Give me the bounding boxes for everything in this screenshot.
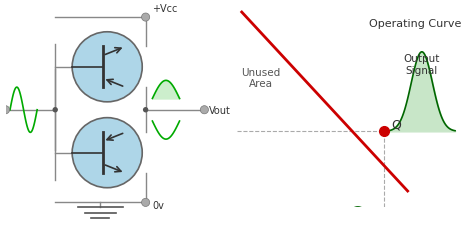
Text: Vout: Vout	[209, 105, 231, 115]
Circle shape	[142, 14, 150, 22]
Circle shape	[201, 106, 209, 114]
Text: +Vcc: +Vcc	[153, 4, 178, 13]
Text: Q: Q	[391, 118, 401, 131]
Circle shape	[72, 33, 142, 102]
Circle shape	[1, 106, 9, 114]
Text: 0v: 0v	[153, 200, 164, 210]
Circle shape	[142, 198, 150, 207]
Text: Operating Curve: Operating Curve	[369, 19, 461, 29]
Circle shape	[53, 108, 58, 113]
Circle shape	[143, 108, 148, 113]
Text: Unused
Area: Unused Area	[241, 68, 280, 89]
Circle shape	[72, 118, 142, 188]
Text: Output
Signal: Output Signal	[404, 54, 440, 75]
